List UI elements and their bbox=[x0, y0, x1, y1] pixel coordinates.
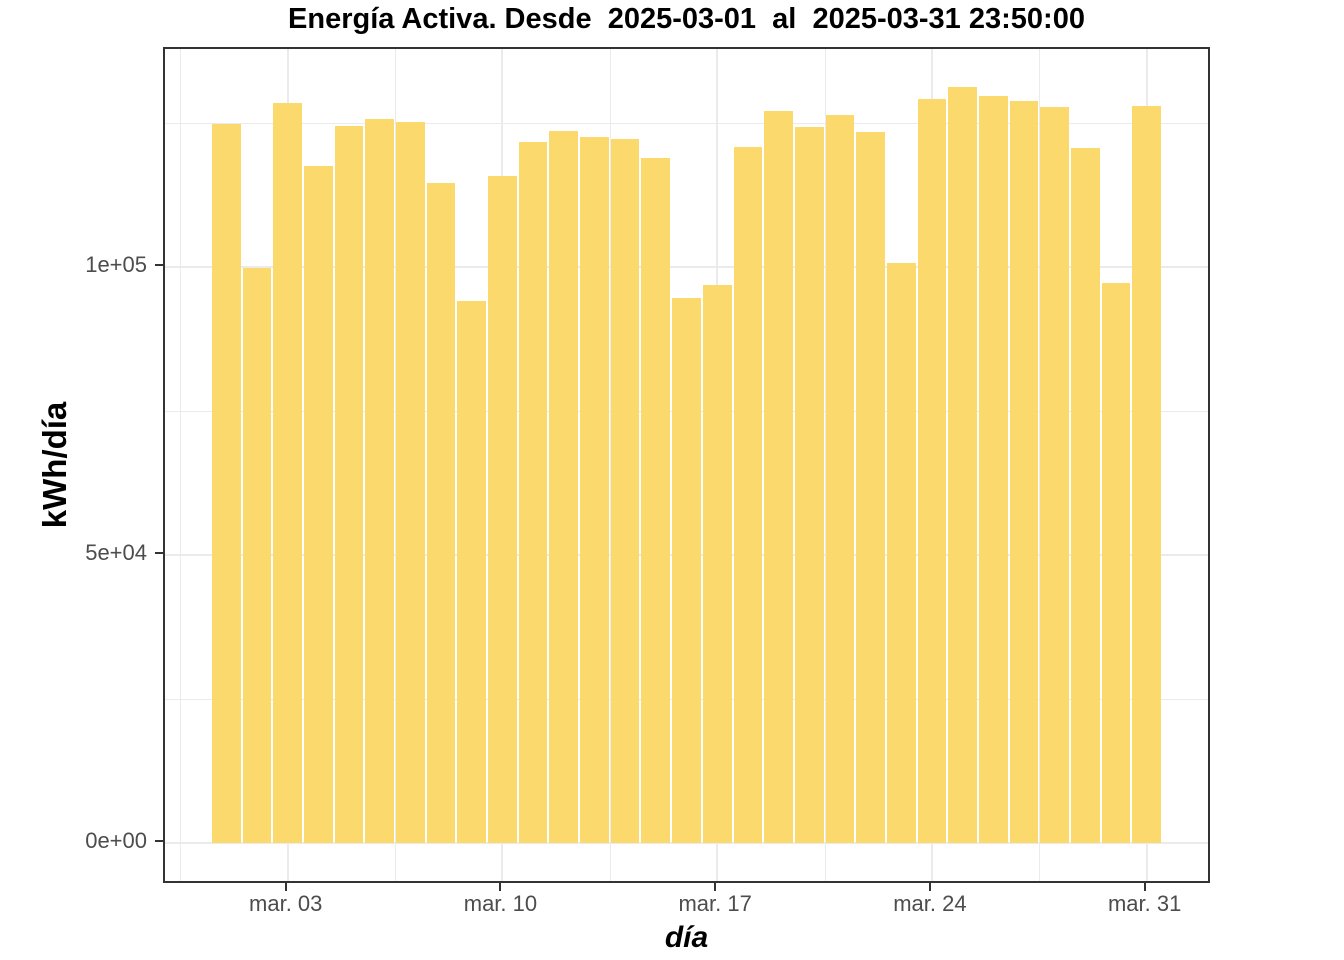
bar-day-9 bbox=[457, 300, 487, 843]
y-tick-mark bbox=[155, 264, 163, 267]
bar-day-26 bbox=[978, 95, 1008, 843]
chart-title: Energía Activa. Desde 2025-03-01 al 2025… bbox=[288, 3, 1085, 35]
bar-day-30 bbox=[1101, 282, 1131, 843]
x-tick-label: mar. 31 bbox=[1107, 891, 1182, 916]
bar-day-29 bbox=[1070, 148, 1100, 843]
x-gridline-minor bbox=[180, 49, 182, 881]
y-tick-label: 5e+04 bbox=[85, 540, 147, 566]
x-gridline-minor bbox=[824, 49, 826, 881]
bar-day-27 bbox=[1009, 101, 1039, 843]
y-gridline-minor bbox=[165, 123, 1208, 125]
bar-day-13 bbox=[580, 136, 609, 843]
bar-day-10 bbox=[488, 175, 517, 843]
bar-day-28 bbox=[1040, 107, 1069, 843]
bar-day-1 bbox=[212, 124, 241, 843]
bar-day-18 bbox=[733, 146, 763, 843]
x-tick-mark bbox=[714, 883, 717, 891]
bar-day-21 bbox=[825, 115, 855, 843]
x-tick-label: mar. 03 bbox=[249, 891, 323, 916]
x-axis-title: día bbox=[664, 921, 709, 954]
bar-day-31 bbox=[1132, 106, 1161, 843]
bar-day-7 bbox=[396, 121, 425, 843]
bar-day-5 bbox=[334, 125, 364, 843]
bar-day-25 bbox=[948, 87, 977, 843]
x-gridline-minor bbox=[1039, 49, 1041, 881]
x-gridline-minor bbox=[609, 49, 611, 881]
bar-day-4 bbox=[304, 165, 333, 843]
x-tick-label: mar. 10 bbox=[463, 891, 538, 916]
y-tick-mark bbox=[155, 839, 163, 842]
x-tick-label: mar. 24 bbox=[893, 891, 967, 916]
bar-day-2 bbox=[242, 268, 272, 843]
bar-day-17 bbox=[702, 285, 732, 843]
x-tick-mark bbox=[499, 883, 502, 891]
bar-day-6 bbox=[365, 119, 395, 843]
y-gridline-major bbox=[165, 841, 1208, 844]
x-tick-mark bbox=[1143, 883, 1146, 891]
bar-day-20 bbox=[794, 126, 824, 843]
bar-day-19 bbox=[764, 111, 793, 843]
y-gridline-major bbox=[165, 266, 1208, 269]
bar-day-24 bbox=[917, 99, 947, 843]
bar-day-3 bbox=[273, 103, 303, 843]
bar-day-11 bbox=[518, 142, 548, 843]
bar-day-14 bbox=[610, 138, 640, 843]
y-axis-title: kWh/día bbox=[36, 401, 73, 529]
y-tick-label: 1e+05 bbox=[85, 252, 147, 278]
bar-day-22 bbox=[856, 132, 885, 843]
x-gridline-minor bbox=[395, 49, 397, 881]
bar-day-12 bbox=[549, 130, 579, 843]
x-tick-mark bbox=[284, 883, 287, 891]
bar-day-23 bbox=[886, 263, 916, 843]
y-tick-label: 0e+00 bbox=[85, 827, 147, 853]
y-tick-mark bbox=[155, 552, 163, 555]
x-tick-label: mar. 17 bbox=[678, 891, 752, 916]
bar-day-8 bbox=[426, 182, 456, 843]
x-tick-mark bbox=[928, 883, 931, 891]
bar-day-16 bbox=[672, 297, 701, 843]
bar-day-15 bbox=[641, 158, 671, 843]
plot-panel bbox=[163, 47, 1210, 883]
